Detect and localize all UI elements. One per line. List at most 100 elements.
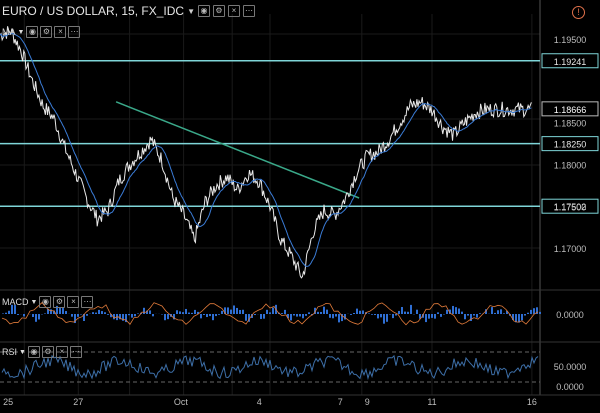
macd-bar xyxy=(539,312,541,314)
x-tick-label: Oct xyxy=(174,397,189,407)
macd-bar xyxy=(203,314,205,315)
macd-bar xyxy=(527,313,529,314)
symbol-header[interactable]: EURO / US DOLLAR, 15, FX_IDC ▼ ◉ ⚙ × ⋯ xyxy=(2,4,255,18)
eye-icon[interactable]: ◉ xyxy=(26,26,38,38)
price-line xyxy=(0,26,531,278)
macd-legend[interactable]: MACD ▼ ◉ ⚙ × ⋯ xyxy=(2,296,93,308)
macd-bar xyxy=(185,309,187,314)
macd-bar xyxy=(50,309,52,314)
rsi-50-label: 50.0000 xyxy=(554,362,587,372)
eye-icon[interactable]: ◉ xyxy=(28,346,40,358)
macd-bar xyxy=(131,314,133,318)
close-icon[interactable]: × xyxy=(54,26,66,38)
macd-bar xyxy=(452,306,454,314)
macd-bar xyxy=(428,314,430,319)
macd-bar xyxy=(44,313,46,314)
eye-icon[interactable]: ◉ xyxy=(39,296,51,308)
more-icon[interactable]: ⋯ xyxy=(70,346,82,358)
macd-bar xyxy=(143,308,145,314)
macd-bar xyxy=(326,310,328,314)
macd-bar xyxy=(305,314,307,316)
y-tick-label: 1.17000 xyxy=(554,244,587,254)
close-icon[interactable]: × xyxy=(56,346,68,358)
macd-bar xyxy=(353,313,355,314)
macd-bar xyxy=(209,314,211,316)
macd-bar xyxy=(392,314,394,318)
settings-icon[interactable]: ⚙ xyxy=(53,296,65,308)
macd-bar xyxy=(104,312,106,314)
settings-icon[interactable]: ⚙ xyxy=(40,26,52,38)
macd-bar xyxy=(149,310,151,314)
trendline[interactable] xyxy=(116,102,359,198)
chevron-down-icon: ▼ xyxy=(31,299,38,306)
macd-bar xyxy=(458,309,460,314)
chevron-down-icon[interactable]: ▼ xyxy=(187,7,195,16)
macd-bar xyxy=(167,314,169,319)
macd-bar xyxy=(281,313,283,314)
x-tick-label: 27 xyxy=(73,397,83,407)
macd-bar xyxy=(401,307,403,314)
macd-bar xyxy=(332,314,334,318)
x-tick-label: 25 xyxy=(3,397,13,407)
macd-bar xyxy=(77,314,79,317)
macd-bar xyxy=(491,307,493,314)
macd-bar xyxy=(188,313,190,314)
settings-icon[interactable]: ⚙ xyxy=(42,346,54,358)
macd-bar xyxy=(263,314,265,319)
macd-bar xyxy=(317,312,319,314)
macd-bar xyxy=(182,312,184,314)
macd-bar xyxy=(431,314,433,318)
macd-bar xyxy=(434,314,436,319)
more-icon[interactable]: ⋯ xyxy=(243,5,255,17)
macd-bar xyxy=(8,311,10,314)
macd-bar xyxy=(269,312,271,314)
macd-bar xyxy=(32,314,34,317)
more-icon[interactable]: ⋯ xyxy=(68,26,80,38)
macd-bar xyxy=(302,314,304,318)
macd-bar xyxy=(374,314,376,315)
macd-bar xyxy=(377,314,379,318)
macd-bar xyxy=(455,307,457,314)
macd-bar xyxy=(152,314,154,316)
level-tag-text: 1.18250 xyxy=(554,140,587,150)
macd-bar xyxy=(239,310,241,314)
macd-bar xyxy=(215,314,217,316)
macd-bar xyxy=(137,313,139,314)
rsi-legend[interactable]: RSI ▼ ◉ ⚙ × ⋯ xyxy=(2,346,82,358)
symbol-title[interactable]: EURO / US DOLLAR, 15, FX_IDC xyxy=(2,4,184,18)
y-tick-label: 1.18000 xyxy=(554,161,587,171)
ma-legend[interactable]: MA ▼ ◉ ⚙ × ⋯ xyxy=(2,26,80,38)
chevron-down-icon: ▼ xyxy=(18,29,25,36)
alert-circle-icon[interactable]: ! xyxy=(572,6,585,19)
macd-bar xyxy=(386,314,388,322)
close-icon[interactable]: × xyxy=(67,296,79,308)
macd-bar xyxy=(65,311,67,314)
x-tick-label: 11 xyxy=(427,397,436,407)
macd-bar xyxy=(2,313,4,314)
macd-bar xyxy=(35,314,37,322)
y-tick-label: 1.19500 xyxy=(554,35,587,45)
close-icon[interactable]: × xyxy=(228,5,240,17)
macd-bar xyxy=(23,314,25,316)
trendline-segment xyxy=(116,102,359,198)
macd-bar xyxy=(464,314,466,319)
macd-bar xyxy=(62,308,64,314)
eye-icon[interactable]: ◉ xyxy=(198,5,210,17)
macd-bar xyxy=(308,312,310,314)
macd-bar xyxy=(206,314,208,317)
macd-bar xyxy=(218,314,220,315)
settings-icon[interactable]: ⚙ xyxy=(213,5,225,17)
macd-bar xyxy=(494,313,496,314)
macd-bar xyxy=(425,314,427,322)
macd-bar xyxy=(503,313,505,314)
more-icon[interactable]: ⋯ xyxy=(81,296,93,308)
chevron-down-icon: ▼ xyxy=(19,349,26,356)
macd-bar xyxy=(296,314,298,317)
macd-bar xyxy=(329,314,331,318)
macd-bar xyxy=(200,314,202,318)
